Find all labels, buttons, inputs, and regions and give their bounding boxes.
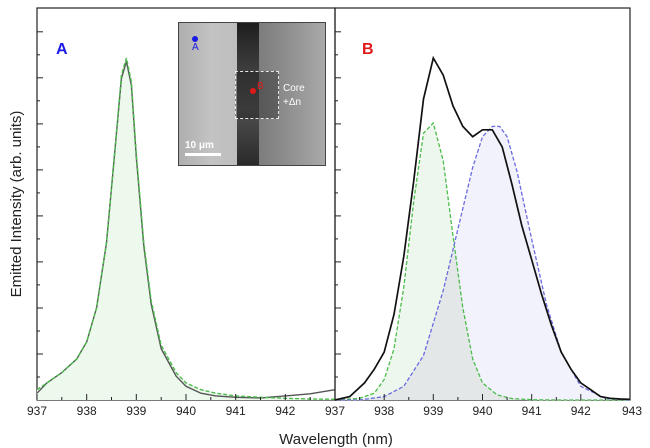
inset-delta-n-label: +Δn bbox=[283, 97, 302, 108]
inset-core-label: Core bbox=[283, 83, 305, 94]
inset-dot-a bbox=[192, 36, 198, 42]
x-tick-label-b: 941 bbox=[522, 404, 542, 418]
x-ticks-b: 937 938 939 940 941 942 943 bbox=[325, 394, 642, 418]
lines-b bbox=[334, 55, 631, 401]
fit-fill-a bbox=[37, 58, 335, 400]
panel-b-title: B bbox=[362, 41, 374, 58]
y-axis-label: Emitted Intensity (arb. units) bbox=[8, 111, 25, 298]
fills-b bbox=[335, 123, 630, 401]
x-tick-label-a: 939 bbox=[126, 404, 146, 418]
x-tick-label-b: 939 bbox=[423, 404, 443, 418]
fills-a bbox=[37, 58, 335, 400]
x-tick-label-b: 937 bbox=[325, 404, 345, 418]
x-tick-label-b: 943 bbox=[622, 404, 642, 418]
x-tick-label-a: 937 bbox=[27, 404, 47, 418]
inset-scale-bar bbox=[185, 153, 221, 156]
x-tick-label-a: 942 bbox=[275, 404, 295, 418]
x-tick-label-a: 938 bbox=[77, 404, 97, 418]
inset-label-b: B bbox=[257, 81, 264, 92]
y-ticks-b bbox=[335, 31, 341, 378]
fit2-fill-b bbox=[335, 126, 630, 401]
inset-label-a: A bbox=[192, 42, 199, 53]
inset-core-region bbox=[235, 71, 279, 119]
panel-b: 937 938 939 940 941 942 943 B bbox=[325, 7, 642, 418]
inset-dark-band bbox=[237, 23, 259, 165]
x-tick-label-b: 942 bbox=[571, 404, 591, 418]
x-tick-label-a: 941 bbox=[226, 404, 246, 418]
fit-line-a bbox=[36, 57, 336, 400]
lines-a bbox=[36, 57, 336, 400]
measured-line-b bbox=[334, 55, 631, 401]
x-ticks-a: 937 938 939 940 941 942 bbox=[27, 394, 336, 418]
x-tick-label-b: 938 bbox=[374, 404, 394, 418]
inset-scale-label: 10 μm bbox=[185, 140, 214, 151]
microscope-inset: A B Core +Δn 10 μm bbox=[178, 22, 326, 166]
panel-a: 937 938 939 940 941 942 A bbox=[27, 7, 336, 418]
fit1-line-b bbox=[334, 121, 630, 401]
fit1-fill-b bbox=[335, 123, 630, 400]
x-tick-label-a: 940 bbox=[176, 404, 196, 418]
panel-a-title: A bbox=[56, 41, 68, 58]
x-axis-label: Wavelength (nm) bbox=[279, 431, 393, 448]
y-ticks-a bbox=[37, 31, 43, 378]
inset-dot-b bbox=[250, 88, 256, 94]
x-tick-label-b: 940 bbox=[472, 404, 492, 418]
